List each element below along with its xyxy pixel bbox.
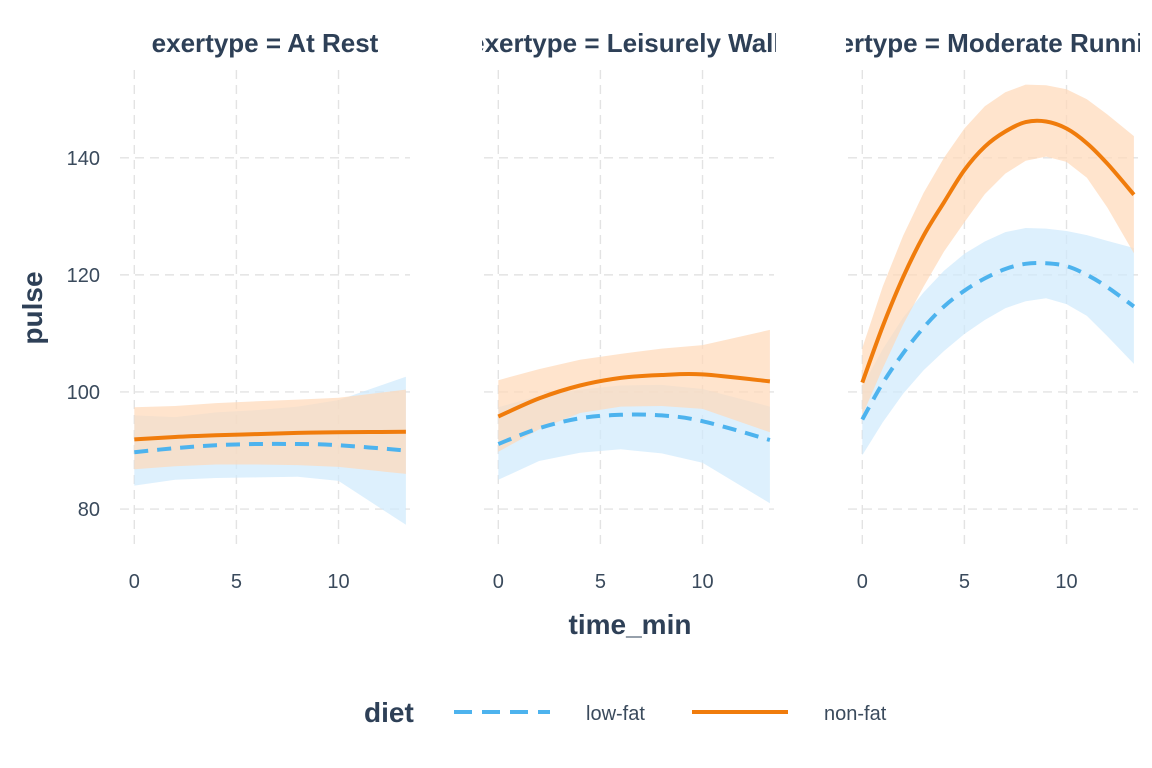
grid xyxy=(120,70,410,550)
x-tick-label: 0 xyxy=(129,571,140,593)
x-tick-label: 10 xyxy=(691,571,713,593)
confidence-band-low-fat xyxy=(862,228,1134,456)
series-line-low-fat xyxy=(134,441,407,455)
y-tick-label: 80 xyxy=(78,499,100,521)
facet-panels: 0 5 10 exertype = At Rest 0 5 10 exertype = Lei… xyxy=(120,28,1152,593)
panel-content xyxy=(860,84,1136,456)
series-line-non-fat xyxy=(134,429,406,442)
x-tick-label: 10 xyxy=(327,571,349,593)
y-tick-label: 100 xyxy=(67,382,100,404)
series-line-low-fat xyxy=(497,412,771,446)
y-axis-title: pulse xyxy=(17,271,48,344)
x-axis-title: time_min xyxy=(569,609,692,640)
facet-strip-title: exertype = Leisurely Walk xyxy=(470,28,788,58)
facet-panel: 0 5 10 exertype = Leisurely Walk xyxy=(470,28,788,593)
panel-content xyxy=(134,376,407,525)
y-tick-label: 140 xyxy=(67,148,100,170)
facet-strip-title: exertype = At Rest xyxy=(152,28,379,58)
legend: diet low-fat non-fat xyxy=(364,697,887,728)
y-tick-label: 120 xyxy=(67,265,100,287)
confidence-band-non-fat xyxy=(498,329,770,452)
facet-panel: 0 5 10 exertype = At Rest xyxy=(120,28,410,593)
grid xyxy=(484,70,774,550)
x-tick-label: 0 xyxy=(493,571,504,593)
x-tick-label: 10 xyxy=(1055,571,1077,593)
facet-panel: 0 5 10 exertype = Moderate Running xyxy=(811,28,1152,593)
panel-content xyxy=(497,329,771,504)
facet-strip-title: exertype = Moderate Running xyxy=(811,28,1152,58)
legend-label-low-fat: low-fat xyxy=(586,703,645,725)
series-line-low-fat xyxy=(860,260,1136,421)
x-tick-label: 5 xyxy=(595,571,606,593)
y-axis: 80 100 120 140 xyxy=(67,148,100,521)
x-tick-label: 0 xyxy=(857,571,868,593)
legend-title: diet xyxy=(364,697,414,728)
x-tick-label: 5 xyxy=(959,571,970,593)
series-line-non-fat xyxy=(497,371,771,419)
series-line-non-fat xyxy=(860,118,1136,384)
legend-label-non-fat: non-fat xyxy=(824,703,887,725)
x-tick-label: 5 xyxy=(231,571,242,593)
